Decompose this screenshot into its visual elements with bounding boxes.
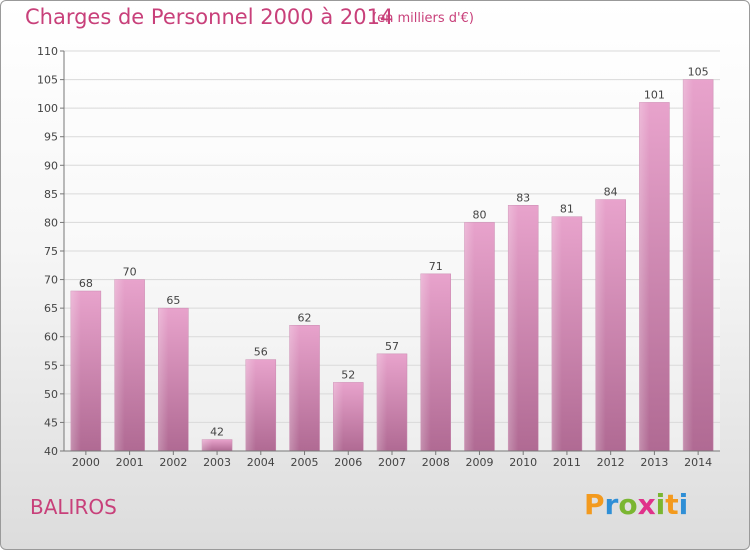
x-tick-label: 2013 <box>640 456 668 469</box>
chart-title: Charges de Personnel 2000 à 2014 <box>25 5 394 29</box>
bar-highlight <box>289 325 300 451</box>
data-label: 83 <box>516 191 530 204</box>
x-tick-label: 2001 <box>116 456 144 469</box>
y-tick-label: 60 <box>44 331 58 344</box>
x-tick-label: 2010 <box>509 456 537 469</box>
y-tick-label: 40 <box>44 445 58 458</box>
data-label: 80 <box>472 208 486 221</box>
x-tick-label: 2014 <box>684 456 712 469</box>
y-tick-label: 70 <box>44 274 58 287</box>
data-label: 65 <box>166 294 180 307</box>
bar-highlight <box>158 308 169 451</box>
x-tick-label: 2012 <box>597 456 625 469</box>
data-label: 68 <box>79 277 93 290</box>
bar-highlight <box>595 199 606 451</box>
bar-highlight <box>333 382 344 451</box>
data-label: 42 <box>210 426 224 439</box>
x-tick-label: 2006 <box>334 456 362 469</box>
y-tick-label: 100 <box>37 102 58 115</box>
y-tick-label: 105 <box>37 74 58 87</box>
x-tick-label: 2000 <box>72 456 100 469</box>
bar-highlight <box>114 279 125 451</box>
y-tick-label: 110 <box>37 45 58 58</box>
y-tick-label: 45 <box>44 416 58 429</box>
data-label: 62 <box>298 311 312 324</box>
bar-highlight <box>508 205 519 451</box>
data-label: 84 <box>604 186 618 199</box>
x-tick-label: 2011 <box>553 456 581 469</box>
y-tick-label: 90 <box>44 159 58 172</box>
y-tick-label: 85 <box>44 188 58 201</box>
bar-highlight <box>683 79 694 452</box>
data-label: 52 <box>341 368 355 381</box>
x-tick-label: 2009 <box>465 456 493 469</box>
data-label: 70 <box>123 266 137 279</box>
y-tick-label: 75 <box>44 245 58 258</box>
data-label: 101 <box>644 88 665 101</box>
y-tick-label: 65 <box>44 302 58 315</box>
bar-highlight <box>639 102 650 451</box>
data-label: 81 <box>560 203 574 216</box>
bar-highlight <box>377 353 387 451</box>
x-tick-label: 2004 <box>247 456 275 469</box>
commune-name: BALIROS <box>30 495 117 519</box>
x-tick-label: 2007 <box>378 456 406 469</box>
x-tick-label: 2003 <box>203 456 231 469</box>
y-tick-label: 95 <box>44 131 58 144</box>
bar-highlight <box>420 273 431 451</box>
y-tick-label: 55 <box>44 359 58 372</box>
data-label: 105 <box>688 66 709 79</box>
x-tick-label: 2005 <box>291 456 319 469</box>
bar-highlight <box>245 359 256 451</box>
x-tick-label: 2008 <box>422 456 450 469</box>
bar-highlight <box>202 439 213 451</box>
data-label: 71 <box>429 260 443 273</box>
bar-highlight <box>70 291 81 451</box>
bar-highlight <box>464 222 475 451</box>
proxiti-logo: Proxiti <box>584 488 689 521</box>
y-tick-label: 50 <box>44 388 58 401</box>
data-label: 57 <box>385 340 399 353</box>
chart-subtitle: (en milliers d'€) <box>372 11 474 26</box>
data-label: 56 <box>254 346 268 359</box>
x-tick-label: 2002 <box>159 456 187 469</box>
y-tick-label: 80 <box>44 216 58 229</box>
bar-highlight <box>551 216 562 451</box>
